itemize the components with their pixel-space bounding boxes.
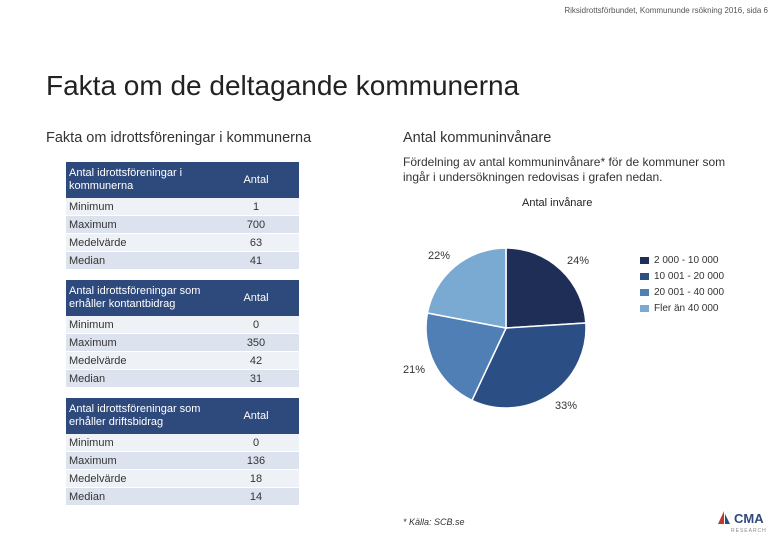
row-label: Maximum <box>66 215 213 234</box>
table-row: Minimum 1 <box>66 198 299 216</box>
chart-title: Antal invånare <box>522 197 593 209</box>
legend-label: 20 001 - 40 000 <box>654 286 725 298</box>
page-header: Riksidrottsförbundet, Kommununde rsöknin… <box>564 6 768 15</box>
legend-label: 2 000 - 10 000 <box>654 254 719 266</box>
row-value: 63 <box>213 233 299 252</box>
sail-icon <box>718 511 730 524</box>
row-label: Medelvärde <box>66 469 213 488</box>
row-value: 350 <box>213 333 299 352</box>
table-header: Antal idrottsföreningar som erhåller dri… <box>66 398 213 434</box>
row-label: Minimum <box>66 434 213 452</box>
table-row: Medelvärde 18 <box>66 469 299 488</box>
table-row: Maximum 700 <box>66 215 299 234</box>
pie-slice-1 <box>470 322 587 409</box>
pie-label-0: 24% <box>567 255 590 267</box>
legend-item: 2 000 - 10 000 <box>640 252 724 268</box>
pie-label-3: 22% <box>428 250 451 262</box>
row-label: Maximum <box>66 451 213 470</box>
cma-logo: CMA <box>716 510 764 526</box>
row-value: 14 <box>213 487 299 506</box>
table-header: Antal idrottsföreningar i kommunerna <box>66 162 213 198</box>
row-value: 1 <box>213 198 299 216</box>
right-section-heading: Antal kommuninvånare <box>403 130 552 146</box>
table-row: Maximum 350 <box>66 333 299 352</box>
row-label: Median <box>66 251 213 270</box>
table-antal-foreningar: Antal idrottsföreningar i kommunerna Anta… <box>66 162 299 270</box>
row-value: 0 <box>213 434 299 452</box>
table-row: Median 14 <box>66 487 299 506</box>
row-value: 700 <box>213 215 299 234</box>
legend-item: 20 001 - 40 000 <box>640 284 724 300</box>
chart-description: Fördelning av antal kommuninvånare* för … <box>403 155 726 184</box>
pie-label-2: 21% <box>403 364 426 376</box>
table-row: Medelvärde 63 <box>66 233 299 252</box>
legend-swatch <box>640 272 649 280</box>
legend-item: Fler än 40 000 <box>640 300 724 316</box>
page-title: Fakta om de deltagande kommunerna <box>46 70 520 101</box>
table-row: Median 31 <box>66 369 299 388</box>
left-section-heading: Fakta om idrottsföreningar i kommunerna <box>46 130 312 146</box>
row-label: Medelvärde <box>66 351 213 370</box>
row-label: Minimum <box>66 316 213 334</box>
table-row: Minimum 0 <box>66 316 299 334</box>
legend-item: 10 001 - 20 000 <box>640 268 724 284</box>
row-value: 136 <box>213 451 299 470</box>
table-row: Maximum 136 <box>66 451 299 470</box>
source-note: * Källa: SCB.se <box>403 517 465 527</box>
pie-label-1: 33% <box>555 400 578 412</box>
table-col-header: Antal <box>213 162 299 198</box>
legend-swatch <box>640 288 649 296</box>
table-kontantbidrag: Antal idrottsföreningar som erhåller kon… <box>66 280 299 388</box>
chart-legend: 2 000 - 10 000 10 001 - 20 000 20 001 - … <box>640 252 724 316</box>
row-value: 0 <box>213 316 299 334</box>
legend-label: Fler än 40 000 <box>654 302 719 314</box>
table-driftsbidrag: Antal idrottsföreningar som erhåller dri… <box>66 398 299 506</box>
pie-slice-3 <box>426 247 507 329</box>
row-label: Maximum <box>66 333 213 352</box>
legend-swatch <box>640 304 649 312</box>
legend-swatch <box>640 256 649 264</box>
table-col-header: Antal <box>213 280 299 316</box>
row-value: 18 <box>213 469 299 488</box>
row-label: Minimum <box>66 198 213 216</box>
table-row: Median 41 <box>66 251 299 270</box>
logo-text: CMA <box>734 510 764 526</box>
logo-subtext: RESEARCH <box>731 528 767 534</box>
row-value: 42 <box>213 351 299 370</box>
table-row: Minimum 0 <box>66 434 299 452</box>
pie-slice-0 <box>505 247 587 329</box>
row-value: 41 <box>213 251 299 270</box>
row-label: Median <box>66 369 213 388</box>
row-label: Median <box>66 487 213 506</box>
pie-slice-2 <box>425 312 508 402</box>
row-label: Medelvärde <box>66 233 213 252</box>
legend-label: 10 001 - 20 000 <box>654 270 725 282</box>
table-header: Antal idrottsföreningar som erhåller kon… <box>66 280 213 316</box>
table-row: Medelvärde 42 <box>66 351 299 370</box>
table-col-header: Antal <box>213 398 299 434</box>
row-value: 31 <box>213 369 299 388</box>
